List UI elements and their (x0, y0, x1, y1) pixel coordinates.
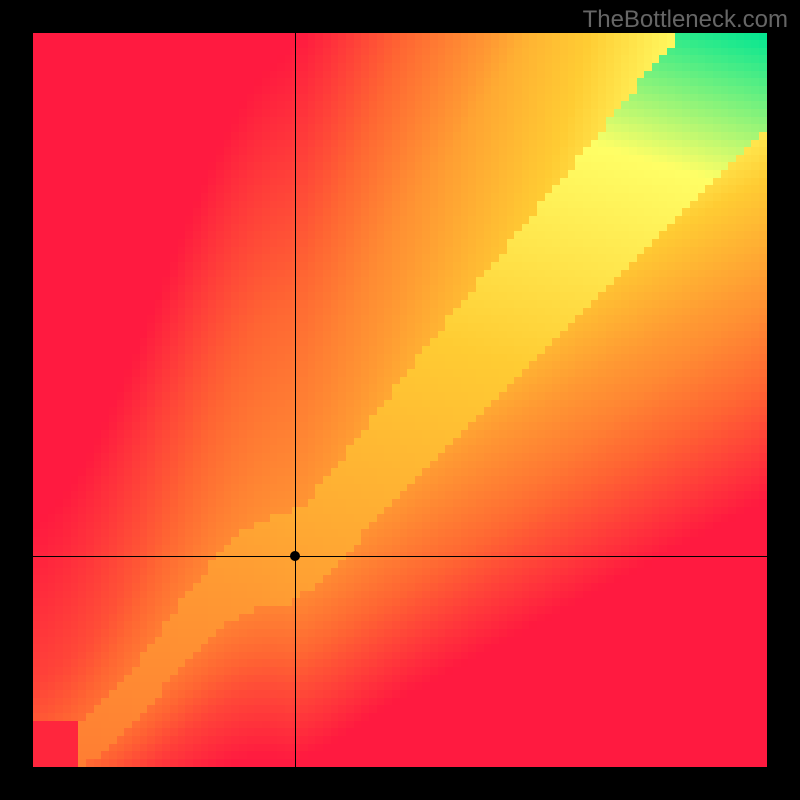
heatmap-canvas (33, 33, 767, 767)
crosshair-horizontal (33, 556, 767, 557)
crosshair-marker (290, 551, 300, 561)
watermark-text: TheBottleneck.com (583, 6, 788, 34)
crosshair-vertical (295, 33, 296, 767)
